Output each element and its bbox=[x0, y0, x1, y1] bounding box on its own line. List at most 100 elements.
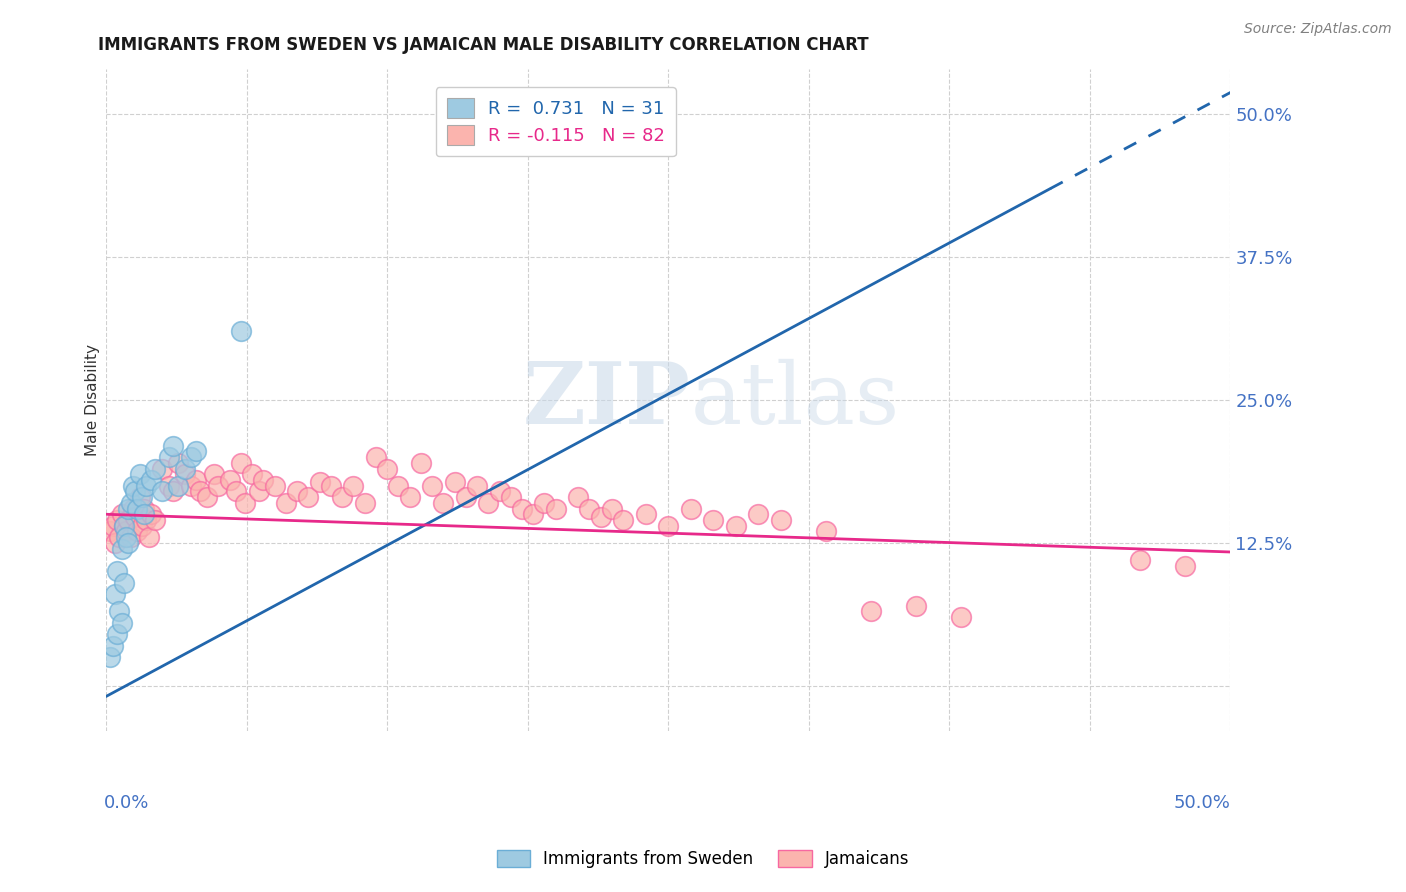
Point bbox=[342, 479, 364, 493]
Text: 50.0%: 50.0% bbox=[1174, 794, 1230, 813]
Point bbox=[108, 604, 131, 618]
Point bbox=[162, 484, 184, 499]
Point bbox=[488, 484, 510, 499]
Point bbox=[131, 490, 153, 504]
Point bbox=[207, 479, 229, 493]
Point bbox=[173, 461, 195, 475]
Point bbox=[184, 473, 207, 487]
Point bbox=[122, 479, 145, 493]
Point bbox=[375, 461, 398, 475]
Point bbox=[128, 467, 150, 482]
Point bbox=[679, 501, 702, 516]
Point bbox=[859, 604, 882, 618]
Point bbox=[112, 575, 135, 590]
Point bbox=[150, 484, 173, 499]
Point bbox=[134, 501, 156, 516]
Point bbox=[252, 473, 274, 487]
Point bbox=[139, 473, 162, 487]
Point bbox=[145, 461, 167, 475]
Point bbox=[420, 479, 443, 493]
Point bbox=[104, 587, 127, 601]
Point bbox=[364, 450, 387, 464]
Point bbox=[589, 509, 612, 524]
Point bbox=[544, 501, 567, 516]
Point bbox=[120, 496, 142, 510]
Point bbox=[105, 565, 128, 579]
Point bbox=[634, 508, 657, 522]
Point bbox=[657, 518, 679, 533]
Point bbox=[409, 456, 432, 470]
Point bbox=[533, 496, 555, 510]
Point bbox=[432, 496, 454, 510]
Point bbox=[949, 610, 972, 624]
Point bbox=[111, 508, 134, 522]
Point bbox=[904, 599, 927, 613]
Point bbox=[167, 479, 190, 493]
Point bbox=[105, 513, 128, 527]
Point bbox=[218, 473, 240, 487]
Point bbox=[173, 467, 195, 482]
Point bbox=[157, 450, 180, 464]
Point bbox=[229, 325, 252, 339]
Point bbox=[353, 496, 375, 510]
Point bbox=[101, 518, 124, 533]
Point bbox=[190, 484, 212, 499]
Text: atlas: atlas bbox=[690, 359, 900, 442]
Point bbox=[724, 518, 747, 533]
Point bbox=[117, 536, 139, 550]
Point bbox=[135, 513, 157, 527]
Point bbox=[195, 490, 218, 504]
Point bbox=[308, 475, 330, 490]
Point bbox=[162, 439, 184, 453]
Point bbox=[398, 490, 420, 504]
Point bbox=[235, 496, 257, 510]
Point bbox=[567, 490, 589, 504]
Text: IMMIGRANTS FROM SWEDEN VS JAMAICAN MALE DISABILITY CORRELATION CHART: IMMIGRANTS FROM SWEDEN VS JAMAICAN MALE … bbox=[98, 36, 869, 54]
Point bbox=[138, 530, 160, 544]
Point bbox=[112, 518, 135, 533]
Point bbox=[1129, 553, 1152, 567]
Point bbox=[499, 490, 522, 504]
Point bbox=[150, 461, 173, 475]
Point bbox=[124, 509, 146, 524]
Point bbox=[115, 524, 138, 539]
Point bbox=[104, 536, 127, 550]
Point bbox=[263, 479, 285, 493]
Legend: R =  0.731   N = 31, R = -0.115   N = 82: R = 0.731 N = 31, R = -0.115 N = 82 bbox=[436, 87, 676, 156]
Point bbox=[101, 639, 124, 653]
Y-axis label: Male Disability: Male Disability bbox=[86, 344, 100, 456]
Point bbox=[1174, 558, 1197, 573]
Point bbox=[124, 484, 146, 499]
Point bbox=[202, 467, 225, 482]
Point bbox=[600, 501, 623, 516]
Point bbox=[225, 484, 247, 499]
Point bbox=[330, 490, 353, 504]
Point bbox=[108, 530, 131, 544]
Point bbox=[117, 501, 139, 516]
Point bbox=[522, 508, 544, 522]
Point bbox=[115, 530, 138, 544]
Point bbox=[100, 650, 122, 665]
Point bbox=[285, 484, 308, 499]
Text: ZIP: ZIP bbox=[523, 358, 690, 442]
Point bbox=[167, 456, 190, 470]
Point bbox=[135, 479, 157, 493]
Point bbox=[145, 513, 167, 527]
Point bbox=[112, 518, 135, 533]
Point bbox=[702, 513, 724, 527]
Point bbox=[319, 479, 342, 493]
Point bbox=[229, 456, 252, 470]
Point bbox=[122, 501, 145, 516]
Point bbox=[443, 475, 465, 490]
Point bbox=[111, 541, 134, 556]
Point bbox=[127, 501, 149, 516]
Point bbox=[578, 501, 600, 516]
Point bbox=[111, 615, 134, 630]
Point bbox=[120, 530, 142, 544]
Point bbox=[465, 479, 488, 493]
Point bbox=[180, 450, 202, 464]
Point bbox=[134, 508, 156, 522]
Point bbox=[127, 524, 149, 539]
Point bbox=[477, 496, 499, 510]
Legend: Immigrants from Sweden, Jamaicans: Immigrants from Sweden, Jamaicans bbox=[489, 843, 917, 875]
